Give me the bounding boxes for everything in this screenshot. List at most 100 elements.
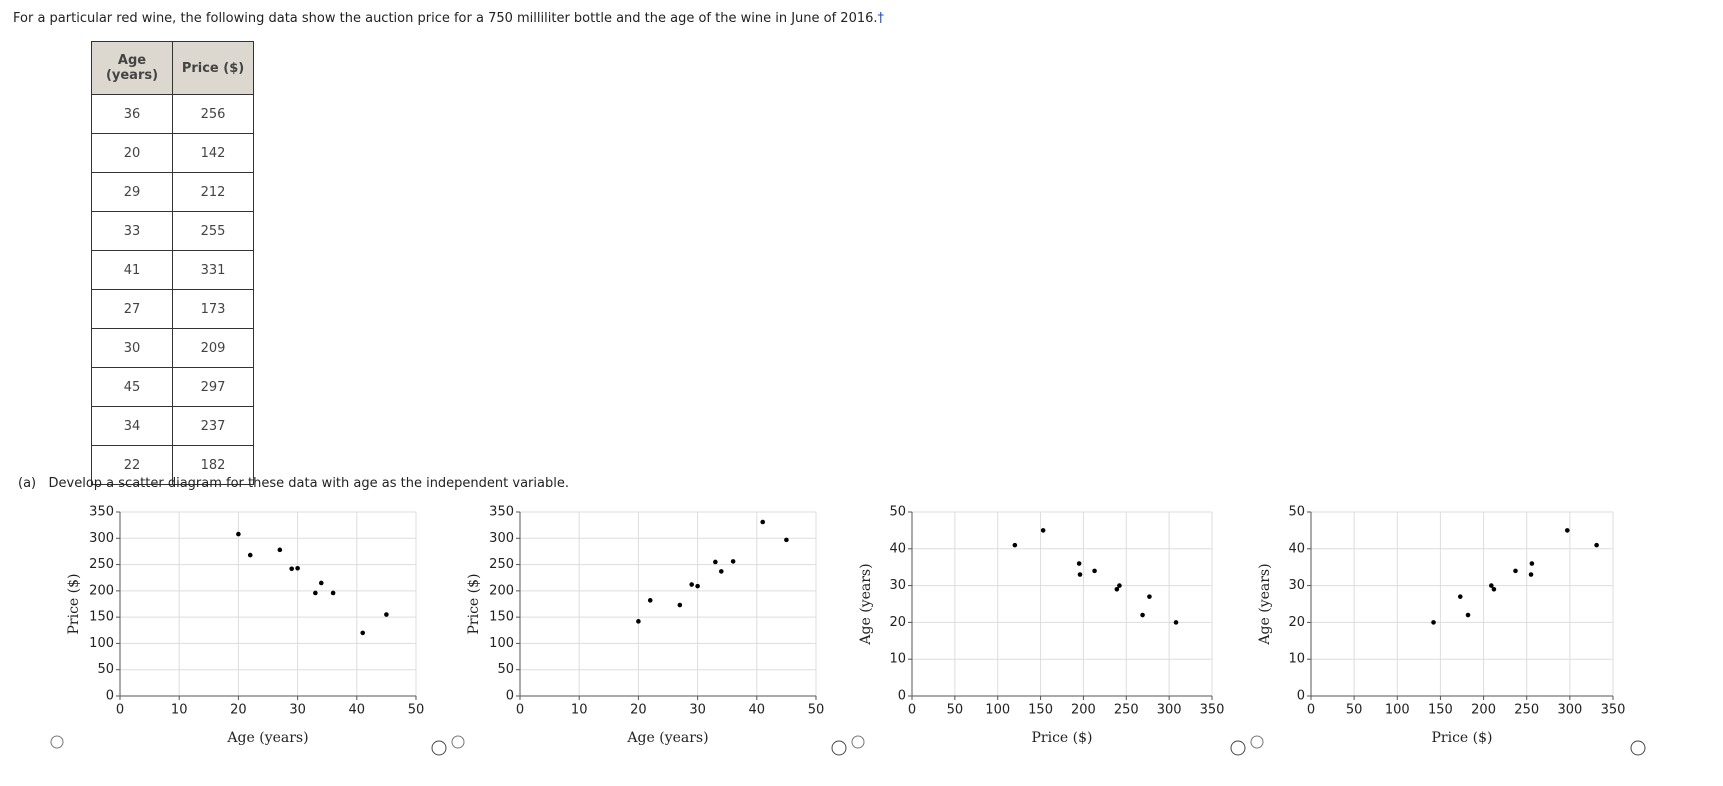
point: [1077, 572, 1083, 577]
y-tick-label: 150: [489, 610, 514, 625]
y-tick-label: 100: [489, 636, 514, 651]
table-cell: 30: [91, 328, 173, 368]
y-tick-label: 50: [497, 662, 514, 677]
y-tick-label: 0: [106, 689, 114, 704]
point: [236, 531, 241, 537]
point: [1092, 568, 1097, 574]
y-tick-label: 10: [889, 652, 906, 667]
y-tick-label: 50: [889, 505, 906, 520]
table-cell: 331: [172, 250, 254, 290]
y-tick-label: 0: [506, 689, 514, 704]
table-cell: 27: [91, 289, 173, 329]
x-tick-label: 100: [1385, 703, 1410, 718]
y-tick-label: 200: [489, 583, 514, 598]
radio-option[interactable]: [451, 735, 465, 749]
footnote-mark[interactable]: †: [877, 11, 885, 26]
y-tick-label: 10: [1288, 652, 1305, 667]
point: [295, 565, 300, 571]
table-cell: 182: [172, 445, 254, 485]
point: [313, 590, 318, 596]
x-axis-label: Age (years): [626, 730, 708, 746]
x-tick-label: 300: [1557, 703, 1582, 718]
x-tick-label: 0: [1307, 703, 1315, 718]
point: [1173, 620, 1179, 625]
x-tick-label: 350: [1601, 703, 1626, 718]
y-tick-label: 30: [889, 578, 906, 593]
y-tick-label: 20: [889, 615, 906, 630]
table-row: 29 212: [91, 172, 254, 212]
point: [384, 612, 389, 617]
point: [1528, 572, 1534, 577]
table-cell: 212: [172, 172, 254, 212]
y-tick-label: 250: [489, 557, 514, 572]
point: [277, 547, 283, 553]
point: [247, 552, 253, 558]
table-row: 45 297: [91, 367, 254, 407]
x-tick-label: 0: [516, 703, 524, 718]
info-icon[interactable]: [1230, 740, 1246, 756]
x-tick-label: 40: [749, 703, 766, 718]
y-axis-label: Age (years): [858, 563, 874, 645]
x-axis-label: Price ($): [1032, 730, 1093, 746]
x-tick-label: 30: [689, 703, 706, 718]
intro: For a particular red wine, the following…: [13, 11, 884, 26]
point: [1457, 594, 1463, 599]
point: [1564, 528, 1570, 533]
y-tick-label: 40: [889, 541, 906, 556]
x-tick-label: 20: [630, 703, 647, 718]
info-icon[interactable]: [1630, 740, 1646, 756]
point: [289, 566, 294, 572]
table-row: 33 255: [91, 211, 254, 251]
table-row: 30 209: [91, 328, 254, 368]
x-tick-label: 300: [1157, 703, 1182, 718]
radio-option[interactable]: [1250, 735, 1264, 749]
point: [1140, 612, 1145, 618]
point: [1513, 568, 1518, 574]
question: (a) Develop a scatter diagram for these …: [18, 476, 569, 491]
point: [318, 580, 324, 586]
point: [718, 569, 724, 574]
question-text: Develop a scatter diagram for these data…: [48, 476, 569, 491]
x-tick-label: 20: [230, 703, 247, 718]
x-tick-label: 30: [289, 703, 306, 718]
table-cell: 173: [172, 289, 254, 329]
point: [1012, 542, 1018, 548]
x-tick-label: 50: [1346, 703, 1363, 718]
point: [1431, 620, 1436, 625]
point: [1594, 542, 1599, 548]
y-tick-label: 30: [1288, 578, 1305, 593]
data-table: Age (years) Price ($) 36 256 20 142 29 212 33 255…: [91, 41, 254, 485]
point: [1491, 586, 1497, 592]
y-axis-label: Price ($): [66, 574, 82, 635]
x-tick-label: 150: [1028, 703, 1053, 718]
point: [713, 559, 718, 565]
y-tick-label: 150: [89, 610, 114, 625]
x-tick-label: 10: [571, 703, 588, 718]
table-row: 36 256: [91, 94, 254, 134]
info-icon[interactable]: [431, 740, 447, 756]
point: [1076, 561, 1082, 566]
x-tick-label: 50: [408, 703, 425, 718]
point: [1114, 586, 1120, 592]
table-cell: 22: [91, 445, 173, 485]
radio-option[interactable]: [851, 735, 865, 749]
point: [330, 590, 336, 596]
table-row: 27 173: [91, 289, 254, 329]
x-tick-label: 200: [1471, 703, 1496, 718]
y-tick-label: 50: [1288, 505, 1305, 520]
y-tick-label: 300: [89, 531, 114, 546]
info-icon[interactable]: [831, 740, 847, 756]
y-tick-label: 350: [89, 505, 114, 520]
table-row: 20 142: [91, 133, 254, 173]
y-tick-label: 250: [89, 557, 114, 572]
table-row: 34 237: [91, 406, 254, 446]
table-cell: 20: [91, 133, 173, 173]
y-tick-label: 0: [898, 689, 906, 704]
y-tick-label: 40: [1288, 541, 1305, 556]
question-label: (a): [18, 476, 37, 491]
y-tick-label: 50: [97, 662, 114, 677]
radio-option[interactable]: [50, 735, 64, 749]
y-tick-label: 350: [489, 505, 514, 520]
point: [360, 630, 366, 636]
